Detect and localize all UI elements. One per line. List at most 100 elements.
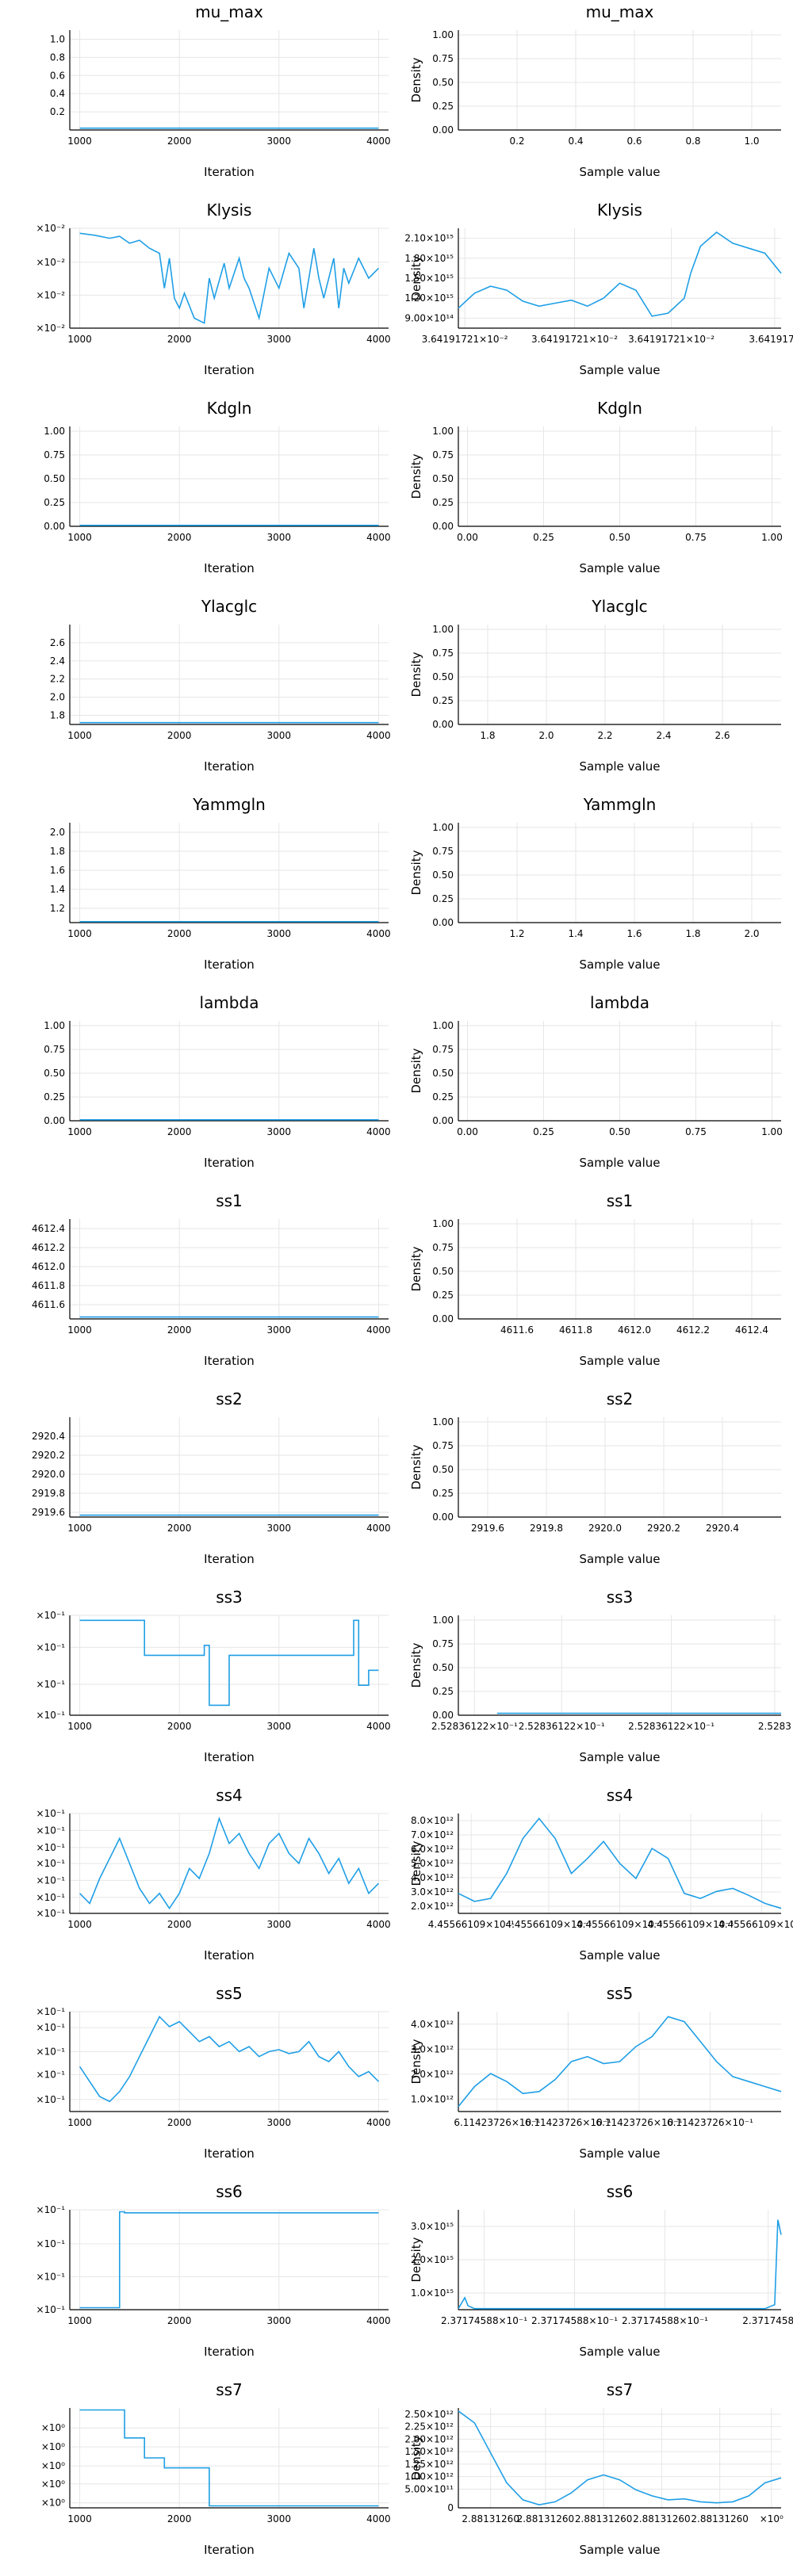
y-tick-label: 0.75	[432, 846, 454, 857]
x-tick-label: 4000	[366, 1721, 391, 1732]
y-tick-label: 1.00	[432, 624, 454, 635]
chart-panel-0: 1000 2000 3000 4000 0.2 0.4 0.6 0.8 1.0 mu_max Ite…	[50, 2, 391, 179]
y-tick-label: 0.4	[50, 88, 65, 99]
x-tick-label: 0.50	[609, 532, 630, 543]
chart-title: ss1	[607, 1191, 634, 1210]
x-tick-label: 3000	[267, 1126, 292, 1137]
y-tick-label: 1.00×10¹²	[404, 2471, 454, 2482]
y-tick-label: ×10⁻¹	[36, 1825, 66, 1836]
chart-panel-18: 1000 2000 3000 4000 ×10⁻¹ ×10⁻¹ ×10⁻¹ ×10⁻¹ ×10⁻…	[36, 1786, 391, 1963]
y-tick-label: 0.6	[50, 70, 65, 81]
x-tick-label: 2000	[167, 136, 192, 147]
x-axis-label: Sample value	[580, 1750, 661, 1764]
y-tick-label: 0.00	[432, 1512, 454, 1523]
chart-title: mu_max	[195, 2, 263, 21]
y-tick-label: ×10⁻²	[36, 223, 66, 234]
y-tick-label: ×10⁻¹	[36, 1842, 66, 1853]
y-tick-label: 1.8	[50, 846, 65, 857]
y-tick-label: 0.50	[44, 1068, 65, 1079]
x-axis-label: Sample value	[580, 759, 661, 774]
x-axis-label: Sample value	[580, 1948, 661, 1963]
x-tick-label: 1000	[67, 1324, 92, 1336]
chart-title: mu_max	[586, 2, 654, 21]
series-line	[79, 1816, 379, 1910]
chart-title: Kdgln	[207, 399, 252, 418]
x-tick-label: 4000	[366, 1126, 391, 1137]
y-tick-label: ×10⁻¹	[36, 2204, 66, 2215]
y-tick-label: 0.00	[432, 1115, 454, 1126]
x-tick-label: 0.8	[685, 136, 700, 147]
x-tick-label: 1.00	[761, 532, 783, 543]
x-tick-label: 2000	[167, 730, 192, 741]
y-tick-label: 0.2	[50, 106, 65, 117]
y-tick-label: 1.00	[44, 426, 65, 437]
y-tick-label: ×10⁻²	[36, 323, 66, 334]
x-tick-label: 2.0	[744, 928, 759, 939]
y-axis-label: Density	[409, 453, 423, 499]
y-tick-label: 2.10×10¹⁵	[404, 233, 454, 244]
y-tick-label: 0.75	[432, 449, 454, 461]
y-tick-label: 4611.6	[32, 1299, 65, 1310]
x-tick-label: 4.45566109×10⁻¹	[428, 1919, 515, 1930]
x-tick-label: 4000	[366, 334, 391, 345]
y-tick-label: ×10⁻¹	[36, 2238, 66, 2249]
y-axis-label: Density	[409, 2039, 423, 2084]
y-tick-label: 1.0	[50, 33, 65, 44]
x-axis-label: Iteration	[204, 1156, 255, 1170]
x-tick-label: 2000	[167, 2513, 192, 2524]
x-tick-label: 1.6	[626, 928, 642, 939]
chart-panel-14: 1000 2000 3000 4000 2919.6 2919.8 2920.0 2920.2…	[32, 1389, 391, 1566]
y-tick-label: 1.00	[44, 1020, 65, 1031]
x-tick-label: 1000	[67, 334, 92, 345]
y-tick-label: 8.0×10¹²	[411, 1815, 454, 1826]
x-tick-label: 2000	[167, 928, 192, 939]
x-axis-label: Sample value	[580, 561, 661, 575]
y-tick-label: 4611.8	[32, 1280, 65, 1291]
y-tick-label: ×10⁰	[41, 2441, 65, 2452]
y-axis-label: Density	[409, 2435, 423, 2480]
chart-panel-12: 1000 2000 3000 4000 4611.6 4611.8 4612.0 4612.2…	[32, 1191, 391, 1368]
chart-panel-5: 0.00 0.25 0.50 0.75 1.00 0.00 0.25 0.50 0.75 1.00…	[409, 399, 783, 575]
x-tick-label: 2.4	[656, 730, 671, 741]
x-tick-label: 2.88131260	[517, 2513, 575, 2524]
y-tick-label: 3.0×10¹²	[411, 1886, 454, 1898]
y-tick-label: 3.0×10¹⁵	[411, 2221, 454, 2232]
y-tick-label: 0.75	[44, 449, 65, 461]
chart-title: ss1	[216, 1191, 243, 1210]
x-tick-label: 1000	[67, 1126, 92, 1137]
x-tick-label: 3000	[267, 1324, 292, 1336]
y-tick-label: 0.50	[432, 1266, 454, 1277]
x-tick-label: 1.2	[509, 928, 524, 939]
x-tick-label: 1000	[67, 1919, 92, 1930]
x-tick-label: 2.52836122×10⁻¹	[519, 1721, 605, 1732]
x-tick-label: 6.11423726×10⁻¹	[454, 2117, 540, 2128]
series-line	[79, 2211, 379, 2309]
x-axis-label: Iteration	[204, 759, 255, 774]
y-tick-label: ×10⁻¹	[36, 2006, 66, 2017]
x-tick-label: 3000	[267, 334, 292, 345]
y-tick-label: 2919.8	[32, 1488, 65, 1499]
x-tick-label: 2.5283	[758, 1721, 791, 1732]
chart-title: ss4	[216, 1786, 243, 1805]
y-tick-label: ×10⁰	[41, 2479, 65, 2490]
x-tick-label: 4611.8	[559, 1324, 592, 1336]
y-tick-label: 1.2	[50, 903, 65, 914]
y-tick-label: 1.00	[432, 29, 454, 40]
x-tick-label: 2.52836122×10⁻¹	[431, 1721, 518, 1732]
x-axis-label: Iteration	[204, 363, 255, 377]
y-tick-label: 1.00	[432, 1218, 454, 1229]
y-tick-label: 0.50	[432, 869, 454, 881]
y-tick-label: 1.00	[432, 822, 454, 833]
x-tick-label: 0.2	[509, 136, 524, 147]
x-tick-label: 3000	[267, 2117, 292, 2128]
y-axis-label: Density	[409, 57, 423, 102]
y-tick-label: 0.8	[50, 52, 65, 63]
x-tick-label: 2.88131260	[691, 2513, 749, 2524]
chart-panel-4: 1000 2000 3000 4000 0.00 0.25 0.50 0.75 1.00 Kdgl…	[44, 399, 390, 575]
y-tick-label: 1.50×10¹⁵	[404, 273, 454, 284]
y-tick-label: 2.25×10¹²	[404, 2421, 454, 2433]
x-tick-label: 2000	[167, 2117, 192, 2128]
y-axis-label: Density	[409, 1048, 423, 1093]
y-tick-label: 7.0×10¹²	[411, 1829, 454, 1840]
y-tick-label: 1.80×10¹⁵	[404, 253, 454, 264]
